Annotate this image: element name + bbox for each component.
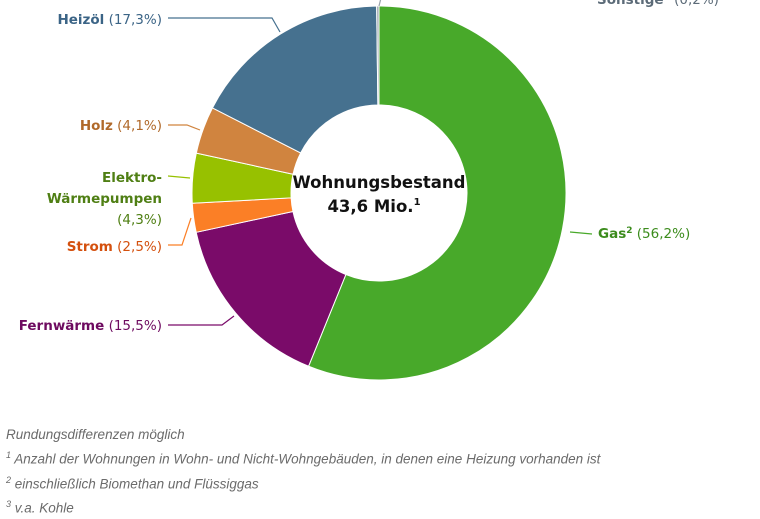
center-label-title: Wohnungsbestand bbox=[293, 173, 466, 192]
slice-heizöl bbox=[211, 5, 379, 154]
footnote-3: 3 v.a. Kohle bbox=[6, 499, 74, 516]
label-fernwärme: Fernwärme (15,5%) bbox=[19, 318, 162, 334]
label-heizöl: Heizöl (17,3%) bbox=[57, 12, 162, 28]
footnote-2: 2 einschließlich Biomethan und Flüssigga… bbox=[6, 474, 259, 492]
footnote-rounding: Rundungsdifferenzen möglich bbox=[6, 427, 185, 442]
slice-sonstige bbox=[376, 5, 380, 106]
footnote-1: 1 Anzahl der Wohnungen in Wohn- und Nich… bbox=[6, 450, 601, 467]
label-strom: Strom (2,5%) bbox=[67, 239, 162, 255]
label-gas: Gas2 (56,2%) bbox=[598, 226, 690, 242]
leader-line-holz bbox=[168, 124, 201, 131]
leader-line-gas bbox=[569, 231, 593, 235]
label-elektro-wärmepumpen-line1: Elektro- bbox=[102, 170, 162, 186]
label-sonstige: Sonstige3 (0,2%) bbox=[597, 0, 719, 8]
label-holz: Holz (4,1%) bbox=[80, 118, 162, 134]
footnotes: Rundungsdifferenzen möglich 1 Anzahl der… bbox=[6, 424, 600, 519]
center-label-value: 43,6 Mio.1 bbox=[327, 197, 420, 216]
leader-line-fernwärme bbox=[168, 315, 235, 326]
label-elektro-wärmepumpen-line2: Wärmepumpen bbox=[47, 191, 162, 207]
slice-gas bbox=[307, 5, 567, 381]
leader-line-strom bbox=[168, 217, 192, 246]
leader-line-elektro-wärmepumpen bbox=[167, 175, 191, 179]
value-label-elektro-wärmepumpen: (4,3%) bbox=[117, 212, 162, 228]
leader-line-heizöl bbox=[168, 17, 281, 33]
donut-chart: Gas2 (56,2%) Fernwärme (15,5%) Strom (2,5%… bbox=[19, 0, 719, 381]
leader-line-sonstige bbox=[378, 0, 382, 7]
slice-fernwärme bbox=[195, 210, 347, 367]
